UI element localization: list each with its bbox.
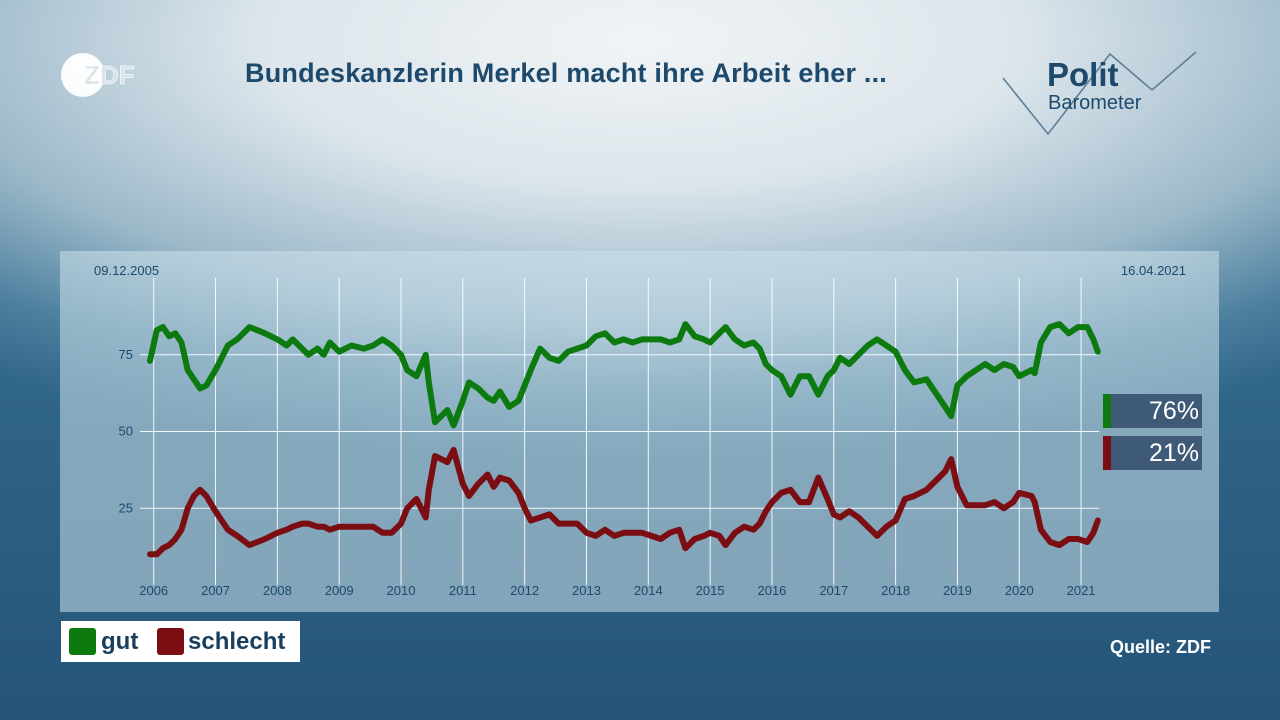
end-value-badge-gut: 76% [1103,394,1202,428]
x-tick-label: 2006 [139,583,168,598]
x-tick-label: 2017 [819,583,848,598]
y-tick-label: 25 [119,500,133,515]
x-tick-label: 2013 [572,583,601,598]
end-value-label: 21% [1148,439,1199,467]
x-tick-label: 2015 [696,583,725,598]
end-value-badge-schlecht: 21% [1103,436,1202,470]
politbarometer-logo [1002,51,1197,136]
series-line-gut [147,321,1101,429]
start-date-label: 09.12.2005 [94,263,159,278]
x-tick-label: 2014 [634,583,663,598]
chart-title: Bundeskanzlerin Merkel macht ihre Arbeit… [245,58,887,88]
politbarometer-logo-line1: Polit [1047,56,1119,93]
end-value-label: 76% [1148,397,1199,425]
end-date-label: 16.04.2021 [1121,263,1186,278]
x-tick-label: 2010 [387,583,416,598]
source-label: Quelle: ZDF [1110,637,1212,657]
x-tick-label: 2016 [757,583,786,598]
legend-label-gut: gut [101,628,139,655]
x-tick-label: 2009 [325,583,354,598]
x-tick-label: 2007 [201,583,230,598]
end-value-color-bar [1103,394,1111,428]
legend-swatch-gut [69,628,96,655]
zdf-logo: ZDF [61,53,135,97]
legend-swatch-schlecht [157,628,184,655]
x-tick-label: 2008 [263,583,292,598]
x-tick-label: 2011 [449,583,477,598]
end-value-color-bar [1103,436,1111,470]
y-tick-label: 50 [119,424,133,439]
politbarometer-logo-line2: Barometer [1048,92,1142,114]
x-tick-label: 2020 [1005,583,1034,598]
x-tick-label: 2012 [510,583,539,598]
zdf-logo-text: ZDF [84,60,135,90]
x-tick-label: 2021 [1067,583,1096,598]
legend: gut schlecht [61,621,300,662]
series-line-schlecht [147,446,1101,558]
y-tick-label: 75 [119,347,133,362]
x-tick-label: 2019 [943,583,972,598]
x-tick-label: 2018 [881,583,910,598]
legend-label-schlecht: schlecht [188,628,286,655]
